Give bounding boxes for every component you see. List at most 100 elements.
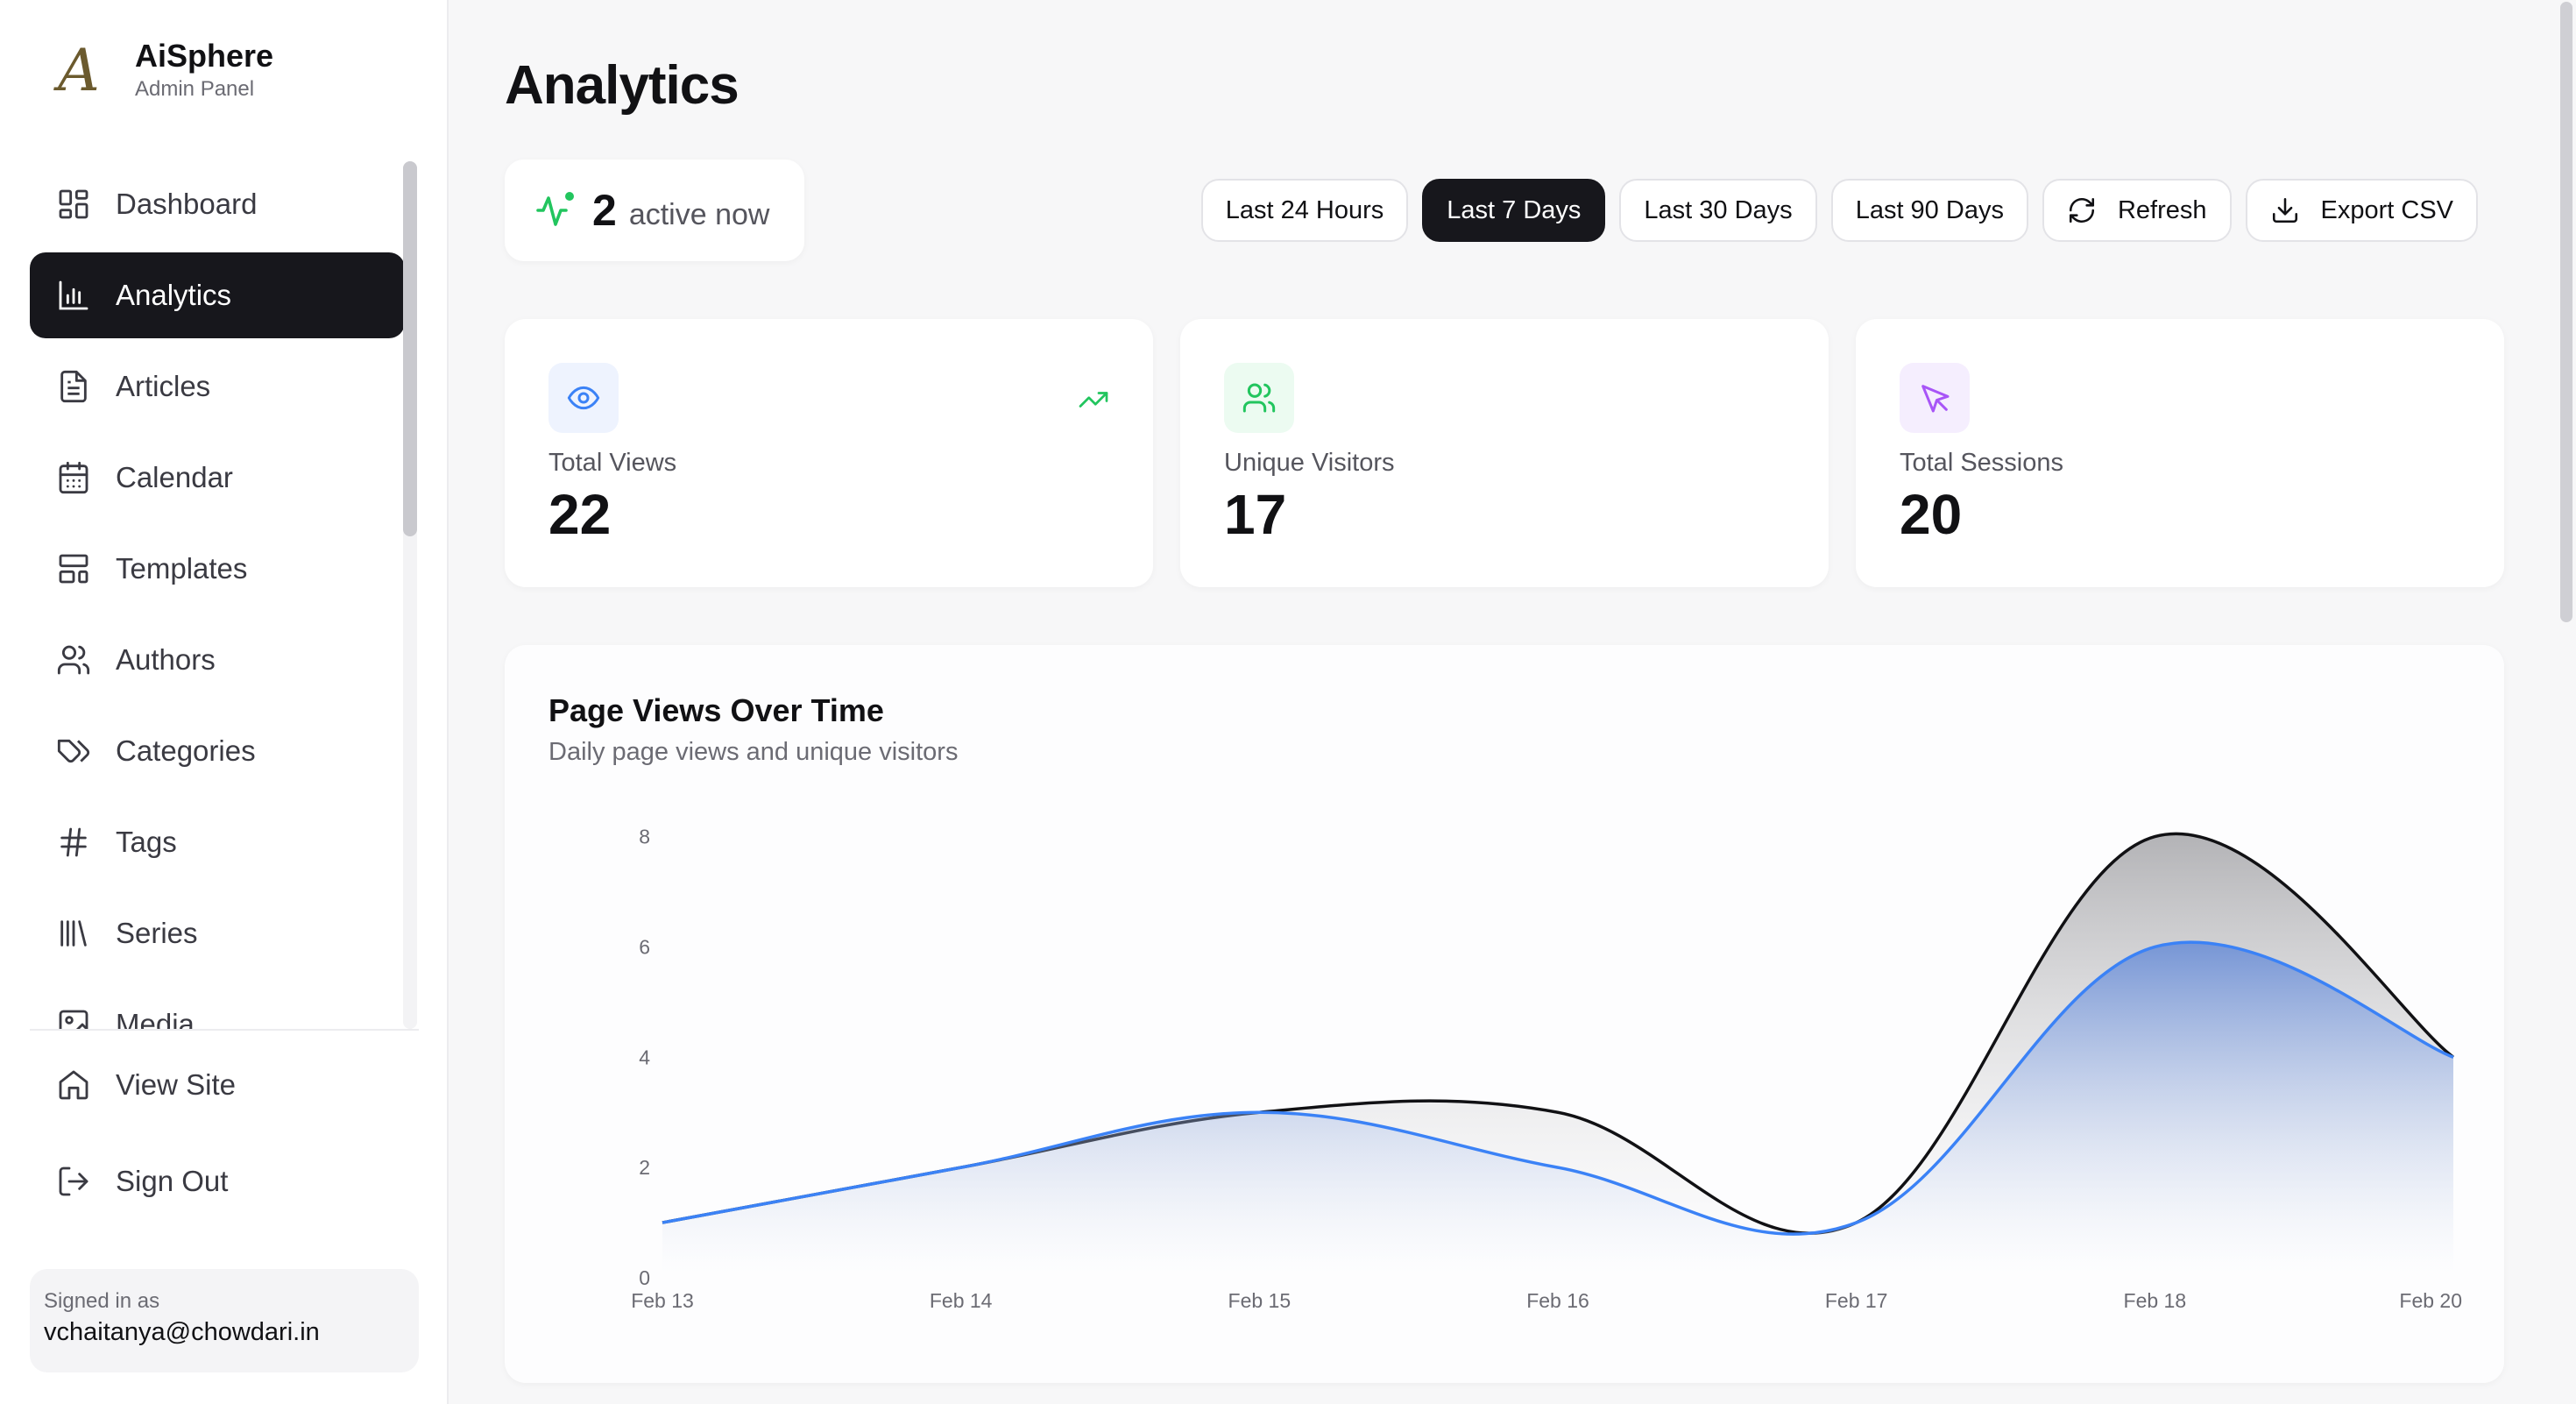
signed-in-label: Signed in as [44, 1289, 160, 1313]
range-24h-button[interactable]: Last 24 Hours [1200, 179, 1409, 242]
download-icon [2272, 197, 2297, 223]
stat-card-total-views: Total Views 22 [505, 319, 1153, 587]
export-csv-label: Export CSV [2320, 195, 2454, 224]
sidebar-nav: Dashboard Analytics Articles Calendar Te… [30, 161, 405, 1029]
log-out-icon [59, 1166, 88, 1196]
x-tick-label: Feb 18 [2124, 1289, 2187, 1312]
y-tick-label: 2 [639, 1156, 650, 1179]
page-scrollbar[interactable] [2557, 0, 2576, 1404]
x-tick-label: Feb 17 [1825, 1289, 1888, 1312]
sidebar-item-templates[interactable]: Templates [30, 526, 405, 612]
sidebar-item-label: Categories [116, 734, 256, 767]
page-scrollbar-thumb[interactable] [2560, 2, 2572, 622]
signed-in-email: vchaitanya@chowdari.in [44, 1318, 320, 1346]
tags-icon [57, 739, 90, 763]
sidebar-item-label: Calendar [116, 461, 233, 493]
brand-logo: A [58, 36, 100, 104]
stat-value: 20 [1900, 483, 1963, 546]
y-tick-label: 6 [639, 935, 650, 958]
range-toolbar: Last 24 Hours Last 7 Days Last 30 Days L… [1187, 179, 2478, 242]
sidebar-item-tags[interactable]: Tags [30, 799, 405, 885]
x-tick-label: Feb 15 [1228, 1289, 1292, 1312]
sidebar-item-series[interactable]: Series [30, 890, 405, 976]
stat-value: 22 [548, 483, 612, 546]
users-icon [57, 645, 90, 675]
stat-icon-box [1224, 363, 1294, 433]
signed-in-card: Signed in as vchaitanya@chowdari.in [30, 1269, 419, 1372]
stat-label: Total Views [548, 449, 677, 477]
main-content: Analytics 2 active now Last 24 Hours Las… [449, 0, 2551, 1404]
templates-icon [59, 554, 88, 584]
refresh-icon [2069, 197, 2094, 223]
sidebar: A AiSphere Admin Panel Dashboard Analyti… [0, 0, 449, 1404]
brand-subtitle: Admin Panel [135, 77, 255, 101]
stat-card-total-sessions: Total Sessions 20 [1856, 319, 2504, 587]
brand-name: AiSphere [135, 38, 274, 74]
sidebar-item-media[interactable]: Media [30, 982, 405, 1029]
users-icon [1242, 383, 1276, 413]
export-csv-button[interactable]: Export CSV [2245, 179, 2478, 242]
hash-icon [60, 827, 87, 857]
x-tick-label: Feb 13 [631, 1289, 694, 1312]
file-text-icon [60, 370, 87, 403]
sidebar-footer: View Site Sign Out [30, 1029, 419, 1232]
sidebar-item-label: Articles [116, 370, 211, 402]
stat-label: Total Sessions [1900, 449, 2063, 477]
page-title: Analytics [505, 55, 740, 116]
stats-row: Total Views 22 Unique Visitors 17 Total … [505, 319, 2504, 587]
sidebar-scrollbar-thumb[interactable] [403, 161, 417, 536]
stat-icon-box [1900, 363, 1970, 433]
y-tick-label: 4 [639, 1046, 650, 1068]
sidebar-item-label: Authors [116, 643, 216, 676]
stat-value: 17 [1224, 483, 1287, 546]
cursor-icon [1921, 385, 1950, 413]
refresh-button[interactable]: Refresh [2042, 179, 2232, 242]
sidebar-item-categories[interactable]: Categories [30, 708, 405, 794]
sidebar-item-label: Series [116, 917, 198, 949]
brand[interactable]: A AiSphere Admin Panel [44, 35, 273, 105]
y-tick-label: 8 [639, 826, 650, 848]
sidebar-item-label: Analytics [116, 279, 232, 311]
eye-icon [567, 386, 600, 410]
range-90d-button[interactable]: Last 90 Days [1830, 179, 2028, 242]
image-icon [59, 1010, 88, 1029]
chart-title: Page Views Over Time [548, 692, 884, 728]
sidebar-item-articles[interactable]: Articles [30, 344, 405, 429]
sidebar-item-label: Tags [116, 826, 177, 858]
sidebar-item-calendar[interactable]: Calendar [30, 435, 405, 521]
active-now-label: active now [628, 197, 770, 231]
refresh-label: Refresh [2117, 195, 2207, 224]
sidebar-item-analytics[interactable]: Analytics [30, 252, 405, 338]
page-views-chart-card: Page Views Over Time Daily page views an… [505, 645, 2504, 1383]
stat-label: Unique Visitors [1224, 449, 1395, 477]
library-icon [60, 920, 87, 947]
x-tick-label: Feb 20 [2399, 1289, 2462, 1312]
sidebar-item-authors[interactable]: Authors [30, 617, 405, 703]
series-line-1 [662, 940, 2454, 1236]
home-icon [59, 1070, 88, 1100]
sidebar-item-label: Templates [116, 552, 248, 585]
sidebar-item-dashboard[interactable]: Dashboard [30, 161, 405, 247]
view-site-label: View Site [116, 1068, 236, 1101]
sign-out-button[interactable]: Sign Out [30, 1136, 419, 1227]
sidebar-item-label: Media [116, 1008, 195, 1029]
range-7d-button[interactable]: Last 7 Days [1422, 179, 1606, 242]
range-30d-button[interactable]: Last 30 Days [1619, 179, 1817, 242]
series-area-1 [662, 942, 2453, 1278]
dashboard-icon [59, 189, 88, 219]
sidebar-scrollbar[interactable] [403, 161, 417, 1029]
stat-card-unique-visitors: Unique Visitors 17 [1180, 319, 1829, 587]
bar-chart-icon [59, 280, 88, 310]
calendar-icon [59, 461, 88, 494]
page-views-chart[interactable]: 0 2 4 6 8 Feb 13 Feb 14 Feb 15 Feb 16 Feb 17 Feb 1… [505, 645, 2504, 1383]
active-now-count: 2 [592, 186, 617, 235]
activity-icon [536, 192, 574, 226]
trending-up-icon [1079, 392, 1108, 408]
y-tick-label: 0 [639, 1266, 650, 1289]
view-site-link[interactable]: View Site [30, 1039, 419, 1131]
chart-subtitle: Daily page views and unique visitors [548, 738, 959, 766]
stat-icon-box [548, 363, 619, 433]
x-tick-label: Feb 14 [930, 1289, 993, 1312]
sign-out-label: Sign Out [116, 1165, 229, 1197]
x-tick-label: Feb 16 [1526, 1289, 1589, 1312]
